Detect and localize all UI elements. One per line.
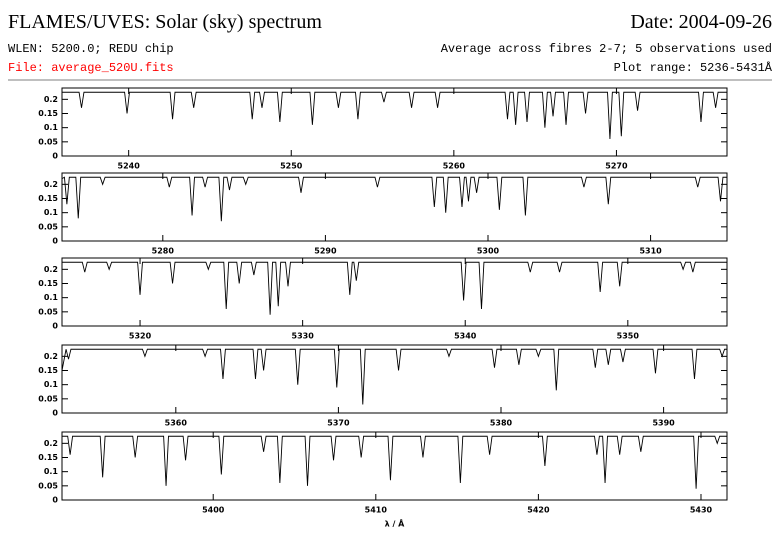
spectrum-line <box>62 261 727 315</box>
plot-frame <box>61 257 728 327</box>
x-tick-label: 5370 <box>327 419 350 428</box>
x-tick-label: 5320 <box>129 332 152 341</box>
spectrum-line <box>62 91 727 140</box>
y-tick-label: 0 <box>52 496 58 505</box>
x-tick-label: 5310 <box>639 247 662 256</box>
plot-frame <box>61 344 728 414</box>
file: File: average_520U.fits <box>8 61 174 75</box>
y-tick-label: 0.15 <box>38 194 58 203</box>
plot-frame <box>61 172 728 242</box>
y-tick-label: 0.05 <box>38 222 58 231</box>
plot-frame <box>61 431 728 501</box>
y-tick-label: 0 <box>52 409 58 418</box>
y-tick-label: 0.1 <box>44 467 59 476</box>
x-tick-label: 5420 <box>527 506 550 515</box>
date: Date: 2004-09-26 <box>630 11 772 33</box>
x-tick-label: 5380 <box>490 419 513 428</box>
y-tick-label: 0.2 <box>44 439 58 448</box>
x-tick-label: 5240 <box>118 162 141 171</box>
x-tick-label: 5280 <box>152 247 175 256</box>
x-tick-label: 5410 <box>365 506 388 515</box>
y-tick-label: 0.05 <box>38 481 58 490</box>
x-tick-label: 5430 <box>690 506 713 515</box>
y-tick-label: 0.1 <box>44 208 59 217</box>
x-tick-label: 5300 <box>477 247 500 256</box>
y-tick-label: 0.1 <box>44 123 59 132</box>
average: Average across fibres 2-7; 5 observation… <box>441 42 772 56</box>
x-tick-label: 5260 <box>443 162 466 171</box>
x-tick-label: 5330 <box>292 332 315 341</box>
y-tick-label: 0.1 <box>44 380 59 389</box>
x-tick-label: 5350 <box>617 332 640 341</box>
y-tick-label: 0.2 <box>44 180 58 189</box>
y-tick-label: 0.05 <box>38 394 58 403</box>
x-tick-label: 5270 <box>605 162 628 171</box>
y-tick-label: 0.2 <box>44 265 58 274</box>
y-tick-label: 0 <box>52 152 58 161</box>
y-tick-label: 0.05 <box>38 307 58 316</box>
spectrum-line <box>61 176 727 222</box>
y-tick-label: 0 <box>52 237 58 246</box>
x-tick-label: 5360 <box>165 419 188 428</box>
plot-range: Plot range: 5236-5431Å <box>614 60 773 75</box>
y-tick-label: 0.15 <box>38 453 58 462</box>
wlen: WLEN: 5200.0; REDU chip <box>8 42 174 56</box>
title: FLAMES/UVES: Solar (sky) spectrum <box>8 11 322 33</box>
x-tick-label: 5390 <box>652 419 675 428</box>
x-axis-label: λ / Å <box>385 519 406 529</box>
spectrum-line <box>62 435 727 489</box>
y-tick-label: 0.2 <box>44 95 58 104</box>
x-tick-label: 5250 <box>280 162 303 171</box>
y-tick-label: 0.1 <box>44 293 59 302</box>
plot-frame <box>61 87 728 157</box>
x-tick-label: 5340 <box>454 332 477 341</box>
y-tick-label: 0.2 <box>44 352 58 361</box>
x-tick-label: 5400 <box>202 506 225 515</box>
y-tick-label: 0.15 <box>38 279 58 288</box>
y-tick-label: 0 <box>52 322 58 331</box>
spectrum-line <box>61 348 727 405</box>
y-tick-label: 0.15 <box>38 109 58 118</box>
y-tick-label: 0.15 <box>38 366 58 375</box>
y-tick-label: 0.05 <box>38 137 58 146</box>
x-tick-label: 5290 <box>314 247 337 256</box>
